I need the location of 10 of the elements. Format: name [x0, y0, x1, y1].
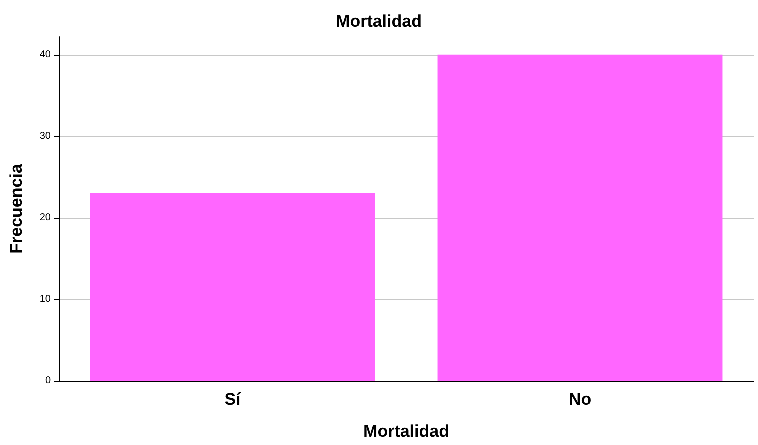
x-tick-label: Sí	[224, 390, 242, 409]
y-tick-label: 10	[40, 294, 52, 305]
chart-title: Mortalidad	[336, 12, 422, 31]
y-tick-label: 20	[40, 212, 52, 224]
x-tick-label: No	[568, 390, 592, 409]
x-axis-title: Mortalidad	[364, 422, 450, 441]
y-tick-label: 0	[45, 376, 52, 386]
y-tick-label: 40	[40, 49, 52, 60]
y-tick-label: 30	[40, 130, 52, 142]
y-axis-title: Frecuencia	[7, 164, 26, 254]
